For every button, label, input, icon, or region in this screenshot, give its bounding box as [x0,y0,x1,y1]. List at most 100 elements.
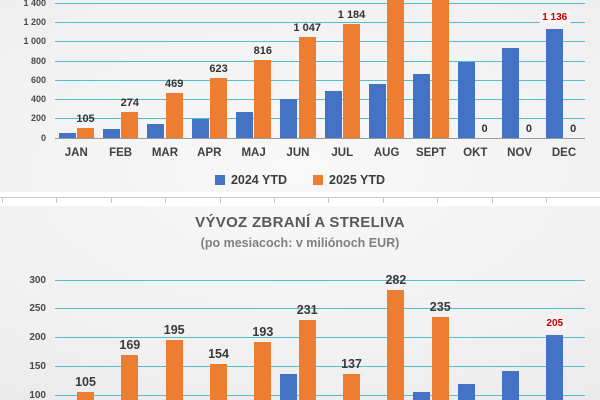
axis-tick [437,198,439,203]
data-label: 816 [253,44,273,57]
data-label: 0 [525,123,532,135]
axis-tick [165,198,167,203]
bar-2025-ytd-jan [77,127,94,138]
axis-tick [274,198,275,203]
x-axis-label: JUN [286,147,310,159]
x-axis-label: MAJ [241,147,266,159]
bar-2024-ytd-jun [280,98,298,138]
y-axis-tick-label: 0 [40,132,46,143]
bar-2025-ytd-mar [165,92,183,138]
axis-tick [328,198,330,203]
y-axis-tick-label: 1 400 [23,0,46,8]
bar-2025-ytd-feb [121,111,139,138]
data-label: 137 [341,356,362,371]
data-label: 1 184 [337,9,366,22]
bar-2025-jun [298,319,316,400]
x-axis-label: JUL [331,147,354,159]
data-label: 0 [481,123,488,135]
bar-2024-ytd-apr [191,118,209,138]
data-label: 0 [570,123,577,135]
gridline [55,394,585,396]
axis-tick [219,198,221,203]
y-axis-tick-label: 800 [30,55,46,66]
bar-2024-ytd-dec [546,28,564,138]
divider-line [0,197,600,198]
bar-2024-ytd-sept [413,73,431,138]
bar-2024-ytd-aug [368,83,386,138]
bar-2025-ytd-jun [298,37,316,138]
data-label: 231 [296,302,318,317]
x-axis-line [55,137,585,139]
bar-2024-ytd-maj [235,111,253,138]
y-axis-tick-label: 200 [30,113,46,124]
gridline [55,118,585,120]
y-axis-tick-label: 150 [29,360,46,372]
bar-2025-feb [121,355,139,400]
bar-2025-jan [77,392,94,400]
x-axis-label: JAN [64,147,88,159]
bar-2025-ytd-maj [254,59,272,138]
bar-2024-sept [413,392,431,400]
data-label: 623 [209,63,228,76]
y-axis-tick-label: 400 [30,94,46,105]
x-axis-label: AUG [373,147,400,159]
bar-2025-apr [210,363,228,400]
y-axis-tick-label: 100 [29,389,46,400]
axis-tick [2,198,3,203]
data-label: 105 [76,112,95,125]
data-label: 235 [429,300,451,315]
y-axis-tick-label: 1 000 [23,36,46,47]
y-axis-tick-label: 300 [29,274,46,286]
axis-tick [110,198,112,203]
x-axis-label: DEC [551,147,577,159]
data-label: 193 [252,324,274,339]
data-label: 274 [120,96,140,109]
section-divider [0,192,600,206]
gridline [55,22,585,24]
bar-2025-jul [343,373,361,400]
gridline [55,79,585,81]
bar-2024-nov [501,370,519,400]
bar-2025-aug [387,290,405,400]
axis-tick [546,198,547,203]
bar-2024-ytd-mar [147,124,165,138]
gridline [55,99,585,101]
y-axis-tick-label: 200 [29,332,46,343]
bar-2024-ytd-jan [58,132,76,138]
bar-2025-ytd-jul [343,24,361,138]
data-label: 469 [164,77,184,90]
gridline [55,308,585,310]
axis-tick [382,198,384,203]
bar-2024-ytd-feb [102,128,120,138]
data-label: 154 [208,346,229,361]
bar-2025-mar [165,340,183,400]
x-axis-label: OKT [463,147,488,159]
x-axis-label: FEB [109,147,133,159]
gridline [55,279,585,281]
gridline [55,337,585,338]
bar-2024-okt [457,383,475,400]
y-axis-tick-label: 1 200 [23,17,46,28]
gridline [55,2,585,4]
data-label: 1 047 [293,22,321,35]
data-label: 105 [75,375,96,390]
data-label: 169 [119,338,141,353]
highlighted-data-label: 205 [543,318,567,331]
bar-2024-ytd-nov [501,48,519,138]
bar-2024-dec [546,334,564,400]
bar-2025-ytd-apr [210,78,228,138]
y-axis-tick-label: 600 [30,74,46,85]
highlighted-data-label: 1 136 [539,12,571,25]
x-axis-label: MAR [151,147,179,159]
x-axis-label: APR [197,147,222,159]
bar-2024-jun [280,373,298,400]
gridline [55,365,585,367]
axis-tick [56,198,58,203]
y-axis-tick-label: 250 [29,303,46,315]
axis-tick [491,198,493,203]
x-axis-label: SEPT [415,147,446,159]
bar-2024-ytd-jul [324,91,342,138]
bar-2025-sept [431,317,449,400]
